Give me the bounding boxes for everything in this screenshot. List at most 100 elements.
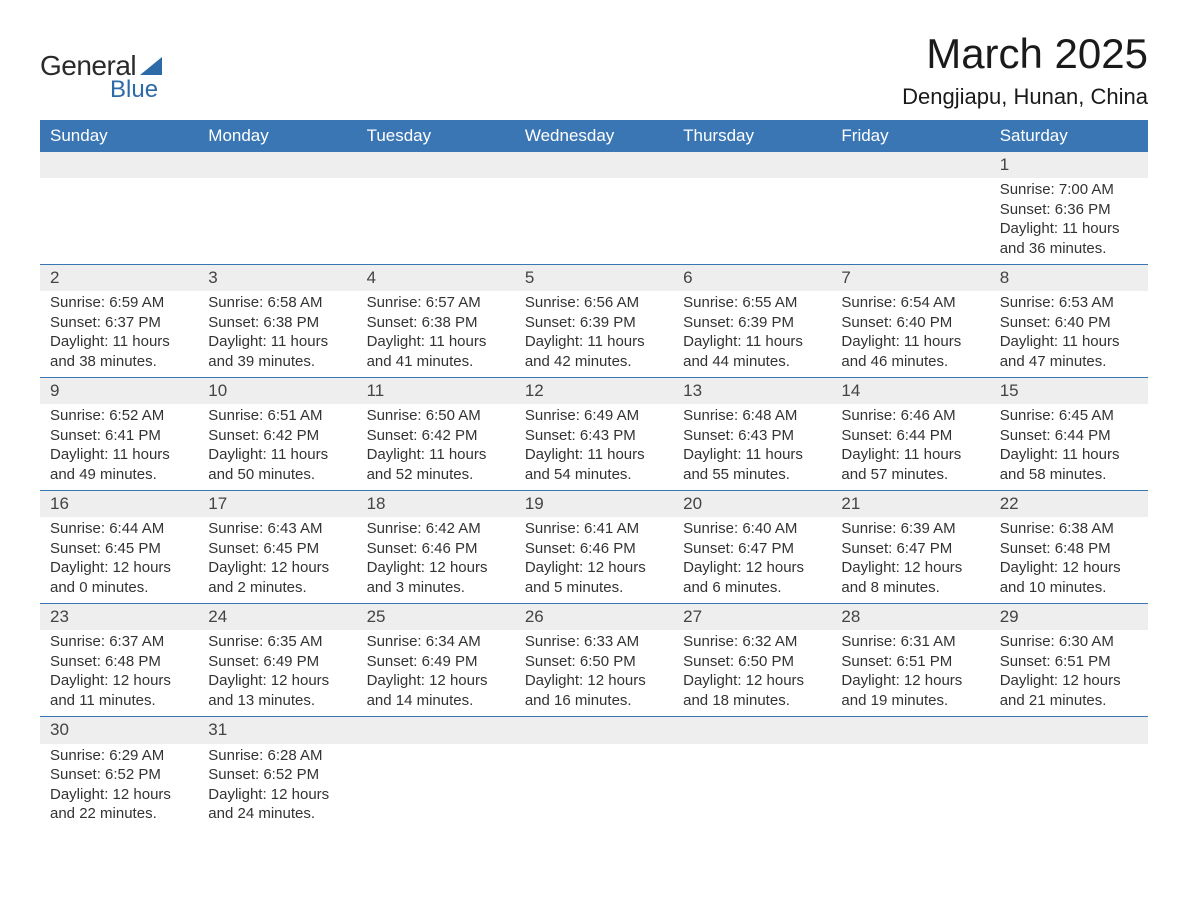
sunset-line: Sunset: 6:50 PM (683, 652, 821, 672)
day-data-cell: Sunrise: 6:33 AMSunset: 6:50 PMDaylight:… (515, 630, 673, 717)
day-info: Sunrise: 6:54 AMSunset: 6:40 PMDaylight:… (831, 291, 989, 377)
daylight-line: Daylight: 11 hours and 54 minutes. (525, 445, 663, 484)
day-header: Saturday (990, 120, 1148, 152)
day-number-cell: 25 (357, 604, 515, 631)
sunset-line: Sunset: 6:42 PM (367, 426, 505, 446)
day-number-cell: 29 (990, 604, 1148, 631)
sunrise-line: Sunrise: 6:53 AM (1000, 293, 1138, 313)
day-number-cell (515, 152, 673, 178)
day-number: 29 (990, 604, 1148, 630)
empty-day-data (357, 178, 515, 206)
empty-day-number (198, 152, 356, 178)
daylight-line: Daylight: 12 hours and 6 minutes. (683, 558, 821, 597)
sunrise-line: Sunrise: 6:34 AM (367, 632, 505, 652)
sunset-line: Sunset: 6:41 PM (50, 426, 188, 446)
daylight-line: Daylight: 11 hours and 47 minutes. (1000, 332, 1138, 371)
day-number-cell: 11 (357, 378, 515, 405)
day-number: 20 (673, 491, 831, 517)
day-data-cell: Sunrise: 6:54 AMSunset: 6:40 PMDaylight:… (831, 291, 989, 378)
day-info: Sunrise: 6:43 AMSunset: 6:45 PMDaylight:… (198, 517, 356, 603)
week-data-row: Sunrise: 6:44 AMSunset: 6:45 PMDaylight:… (40, 517, 1148, 604)
day-header: Monday (198, 120, 356, 152)
week-number-row: 1 (40, 152, 1148, 178)
day-info: Sunrise: 6:57 AMSunset: 6:38 PMDaylight:… (357, 291, 515, 377)
day-header: Tuesday (357, 120, 515, 152)
daylight-line: Daylight: 11 hours and 36 minutes. (1000, 219, 1138, 258)
day-info: Sunrise: 6:41 AMSunset: 6:46 PMDaylight:… (515, 517, 673, 603)
day-header: Friday (831, 120, 989, 152)
day-number-cell: 3 (198, 265, 356, 292)
empty-day-data (831, 744, 989, 772)
sunset-line: Sunset: 6:47 PM (841, 539, 979, 559)
day-number: 11 (357, 378, 515, 404)
sunset-line: Sunset: 6:46 PM (525, 539, 663, 559)
day-number-cell: 6 (673, 265, 831, 292)
day-number: 15 (990, 378, 1148, 404)
day-number-cell: 22 (990, 491, 1148, 518)
sunset-line: Sunset: 6:45 PM (50, 539, 188, 559)
day-data-cell: Sunrise: 6:40 AMSunset: 6:47 PMDaylight:… (673, 517, 831, 604)
week-data-row: Sunrise: 6:59 AMSunset: 6:37 PMDaylight:… (40, 291, 1148, 378)
day-number-cell: 30 (40, 717, 198, 744)
day-number: 8 (990, 265, 1148, 291)
day-info: Sunrise: 6:56 AMSunset: 6:39 PMDaylight:… (515, 291, 673, 377)
logo: General Blue (40, 50, 162, 104)
day-number: 17 (198, 491, 356, 517)
day-number: 9 (40, 378, 198, 404)
daylight-line: Daylight: 11 hours and 58 minutes. (1000, 445, 1138, 484)
sunrise-line: Sunrise: 6:29 AM (50, 746, 188, 766)
day-number-cell: 16 (40, 491, 198, 518)
day-data-cell: Sunrise: 6:42 AMSunset: 6:46 PMDaylight:… (357, 517, 515, 604)
daylight-line: Daylight: 12 hours and 11 minutes. (50, 671, 188, 710)
day-data-cell (357, 744, 515, 830)
empty-day-data (673, 178, 831, 206)
daylight-line: Daylight: 12 hours and 5 minutes. (525, 558, 663, 597)
day-info: Sunrise: 6:42 AMSunset: 6:46 PMDaylight:… (357, 517, 515, 603)
page-subtitle: Dengjiapu, Hunan, China (902, 84, 1148, 110)
day-number-cell (831, 717, 989, 744)
daylight-line: Daylight: 12 hours and 24 minutes. (208, 785, 346, 824)
day-info: Sunrise: 6:34 AMSunset: 6:49 PMDaylight:… (357, 630, 515, 716)
day-info: Sunrise: 6:53 AMSunset: 6:40 PMDaylight:… (990, 291, 1148, 377)
sunset-line: Sunset: 6:39 PM (525, 313, 663, 333)
day-data-cell: Sunrise: 6:51 AMSunset: 6:42 PMDaylight:… (198, 404, 356, 491)
day-info: Sunrise: 6:32 AMSunset: 6:50 PMDaylight:… (673, 630, 831, 716)
day-data-cell: Sunrise: 6:45 AMSunset: 6:44 PMDaylight:… (990, 404, 1148, 491)
daylight-line: Daylight: 11 hours and 57 minutes. (841, 445, 979, 484)
day-number: 5 (515, 265, 673, 291)
sunset-line: Sunset: 6:38 PM (367, 313, 505, 333)
calendar-table: SundayMondayTuesdayWednesdayThursdayFrid… (40, 120, 1148, 830)
day-number-cell (357, 152, 515, 178)
empty-day-number (990, 717, 1148, 743)
sunrise-line: Sunrise: 6:49 AM (525, 406, 663, 426)
day-data-cell (357, 178, 515, 265)
day-data-cell: Sunrise: 6:58 AMSunset: 6:38 PMDaylight:… (198, 291, 356, 378)
day-number: 4 (357, 265, 515, 291)
sunset-line: Sunset: 6:43 PM (683, 426, 821, 446)
sunrise-line: Sunrise: 6:28 AM (208, 746, 346, 766)
day-number: 13 (673, 378, 831, 404)
day-number-cell: 13 (673, 378, 831, 405)
title-block: March 2025 Dengjiapu, Hunan, China (902, 30, 1148, 110)
day-number-cell: 26 (515, 604, 673, 631)
empty-day-data (40, 178, 198, 206)
day-number-cell: 18 (357, 491, 515, 518)
day-info: Sunrise: 6:50 AMSunset: 6:42 PMDaylight:… (357, 404, 515, 490)
day-number-cell (40, 152, 198, 178)
day-data-cell (40, 178, 198, 265)
day-data-cell: Sunrise: 6:44 AMSunset: 6:45 PMDaylight:… (40, 517, 198, 604)
day-number-cell: 23 (40, 604, 198, 631)
sunset-line: Sunset: 6:46 PM (367, 539, 505, 559)
day-data-cell (515, 744, 673, 830)
sunrise-line: Sunrise: 7:00 AM (1000, 180, 1138, 200)
day-number: 16 (40, 491, 198, 517)
week-data-row: Sunrise: 7:00 AMSunset: 6:36 PMDaylight:… (40, 178, 1148, 265)
day-number: 27 (673, 604, 831, 630)
day-number: 14 (831, 378, 989, 404)
calendar-header-row: SundayMondayTuesdayWednesdayThursdayFrid… (40, 120, 1148, 152)
sunrise-line: Sunrise: 6:41 AM (525, 519, 663, 539)
empty-day-data (673, 744, 831, 772)
week-data-row: Sunrise: 6:52 AMSunset: 6:41 PM Daylight:… (40, 404, 1148, 491)
sunrise-line: Sunrise: 6:52 AM (50, 406, 188, 426)
daylight-line: Daylight: 11 hours and 52 minutes. (367, 445, 505, 484)
